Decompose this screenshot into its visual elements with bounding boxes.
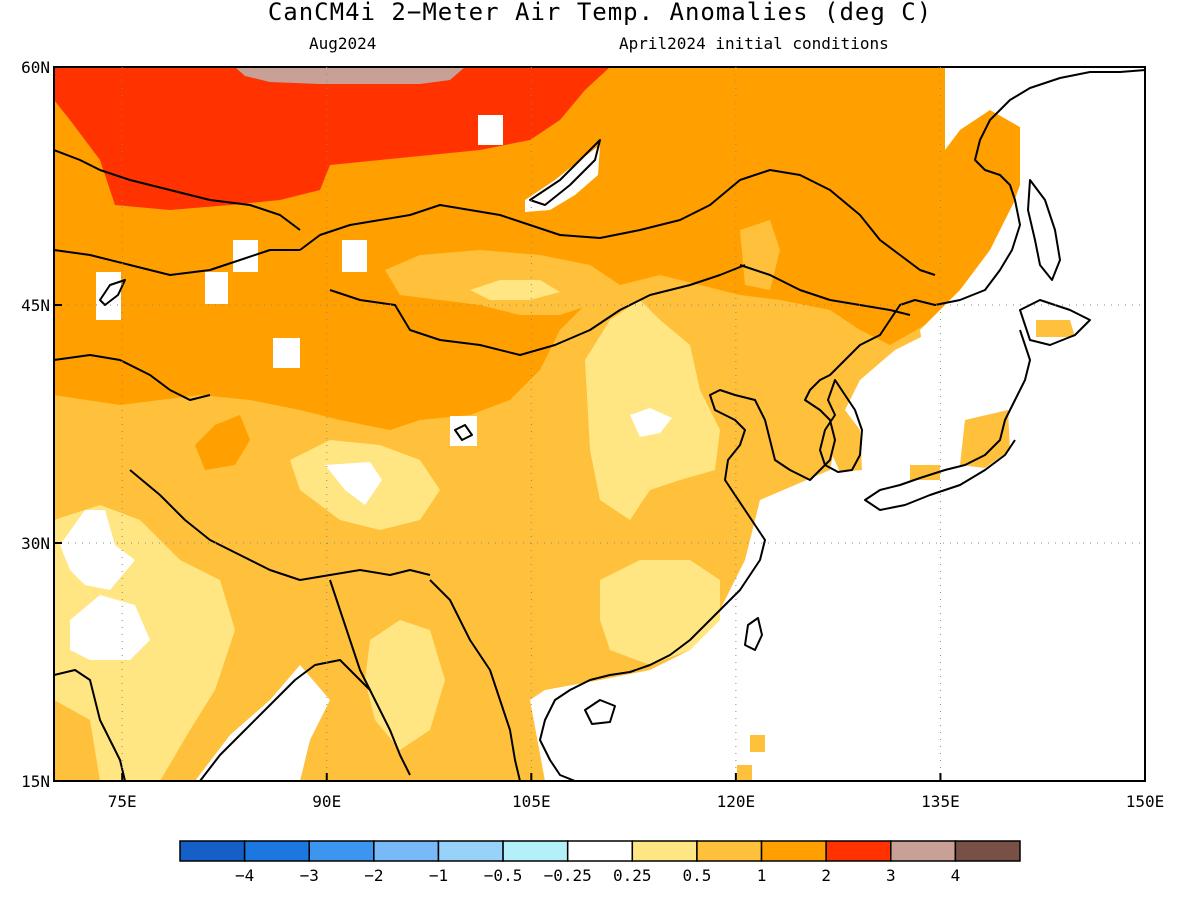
colorbar-label: 0.5 [682, 866, 711, 885]
colorbar-swatch [631, 840, 698, 862]
colorbar-label: −0.25 [544, 866, 592, 885]
forecast-month: Aug2024 [309, 34, 377, 53]
border-mongolia-south [329, 264, 746, 356]
anomaly-region-1-2-tibet [195, 415, 250, 470]
colorbar-label: −3 [300, 866, 319, 885]
colorbar-swatch [696, 840, 763, 862]
border-china-north [299, 169, 936, 276]
border-central-asia [54, 354, 211, 401]
anomaly-region-0.5-1-hokkaido [1036, 320, 1075, 337]
lon-tick-label: 105E [512, 792, 551, 811]
lake-mask-4 [273, 338, 300, 368]
lat-tick-label: 45N [21, 296, 50, 315]
anomaly-region-3-4 [235, 67, 465, 84]
anomaly-region-below-0.25-ocean-edge [760, 67, 1145, 781]
lake-qinghai-mask [450, 416, 477, 446]
anomaly-region-0.5-1-honshu [910, 465, 940, 480]
anomaly-region-0.25-0.5-mongolia [470, 280, 560, 300]
coast-japan-hokkaido [1019, 299, 1091, 346]
anomaly-region-0.5-1-manchuria [740, 220, 780, 290]
coast-korea [819, 379, 863, 473]
coast-hainan [584, 699, 616, 725]
initial-conditions-label: April2024 initial conditions [619, 34, 889, 53]
anomaly-region-0.5-1-taiwan-south [737, 765, 752, 781]
colorbar-swatch [954, 840, 1021, 862]
coastlines-and-borders [54, 69, 1145, 781]
map-frame [53, 66, 1146, 782]
coast-india [54, 669, 126, 781]
lake-mask-5 [478, 115, 503, 145]
coast-sakhalin [1027, 179, 1061, 281]
colorbar-label: 2 [821, 866, 831, 885]
border-indochina [429, 579, 521, 781]
colorbar-labels: −4 −3 −2 −1 −0.5 −0.25 0.25 0.5 1 2 3 4 [235, 866, 960, 885]
lon-tick-label: 120E [717, 792, 756, 811]
anomaly-region-below-0.25-shanxi [630, 408, 672, 437]
colorbar-label: 4 [951, 866, 961, 885]
border-kazakhstan [54, 249, 300, 276]
lat-tick-label: 30N [21, 534, 50, 553]
colorbar-label: −4 [235, 866, 254, 885]
colorbar-swatch [373, 840, 440, 862]
colorbar-label: −1 [429, 866, 448, 885]
colorbar-label: −2 [364, 866, 383, 885]
anomaly-region-0.5-1-korea [830, 410, 862, 472]
lake-mask-1 [205, 272, 228, 304]
map-title: CanCM4i 2−Meter Air Temp. Anomalies (deg… [267, 0, 933, 26]
coast-taiwan [744, 617, 763, 651]
colorbar [179, 840, 1021, 862]
coast-lake-baikal [529, 139, 601, 206]
lon-tick-label: 75E [108, 792, 137, 811]
anomaly-region-2-3 [54, 67, 610, 210]
coast-lake-qinghai [454, 424, 473, 441]
colorbar-swatch [502, 840, 569, 862]
map-plot-area [54, 67, 1145, 781]
coast-east-asia [539, 69, 1145, 781]
colorbar-swatch [566, 840, 634, 862]
coast-bay-of-bengal [199, 659, 411, 781]
border-myanmar [329, 579, 371, 691]
anomaly-region-0.25-0.5-burma [365, 620, 445, 750]
colorbar-swatch [437, 840, 504, 862]
colorbar-swatch [308, 840, 375, 862]
anomaly-region-below-0.25-india-2 [70, 595, 150, 660]
lon-tick-label: 150E [1126, 792, 1165, 811]
map-gridlines [54, 67, 1145, 781]
colorbar-label: 1 [757, 866, 767, 885]
coast-lake-balkhash [99, 279, 126, 306]
border-tibet-himalaya [129, 469, 431, 581]
lake-mask-3 [342, 240, 367, 272]
colorbar-label: −0.5 [484, 866, 523, 885]
anomaly-region-below-0.25-qinghai [325, 462, 382, 505]
coast-japan-honshu [864, 329, 1031, 511]
colorbar-swatch [890, 840, 957, 862]
colorbar-swatch [179, 840, 246, 862]
border-manchuria [739, 264, 911, 316]
anomaly-region-0.5-1-taiwan [750, 735, 765, 752]
colorbar-swatch [243, 840, 310, 862]
anomaly-region-0.5-1-japan [960, 410, 1010, 468]
colorbar-label: 3 [886, 866, 896, 885]
colorbar-label: 0.25 [613, 866, 652, 885]
map-tick-labels: 75E 90E 105E 120E 135E 150E 60N 45N 30N 15N [21, 58, 1164, 811]
border-russia-north [54, 149, 301, 231]
lon-tick-label: 135E [921, 792, 960, 811]
anomaly-region-below-0.25-india [60, 510, 135, 590]
lat-tick-label: 15N [21, 772, 50, 791]
lon-tick-label: 90E [312, 792, 341, 811]
colorbar-swatch [760, 840, 827, 862]
lat-tick-label: 60N [21, 58, 50, 77]
colorbar-swatch [825, 840, 892, 862]
